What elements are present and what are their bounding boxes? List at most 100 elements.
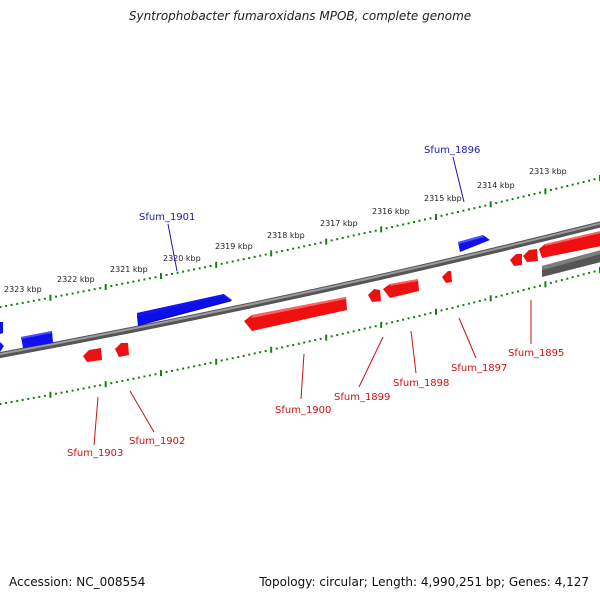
minor-tick <box>539 191 541 194</box>
minor-tick <box>347 235 350 238</box>
minor-tick <box>110 382 113 385</box>
minor-tick <box>38 298 41 301</box>
major-tick <box>380 321 383 328</box>
minor-tick <box>137 376 140 379</box>
minor-tick <box>88 386 91 389</box>
minor-tick <box>5 305 8 307</box>
gene-sfum-1898[interactable] <box>383 279 419 298</box>
gene-label[interactable]: Sfum_1898 <box>393 378 449 389</box>
forward-strand-genes <box>0 235 490 352</box>
minor-tick <box>495 295 498 298</box>
reverse-strand-genes <box>83 231 600 362</box>
gene-sfum-1896[interactable] <box>458 235 490 252</box>
gene-sfum-1899[interactable] <box>368 289 381 302</box>
minor-tick <box>27 397 30 400</box>
minor-tick <box>132 280 135 283</box>
gene-edge-forward[interactable] <box>0 322 4 352</box>
gene-label[interactable]: Sfum_1896 <box>424 145 480 156</box>
gene-label[interactable]: Sfum_1902 <box>129 436 185 447</box>
minor-tick <box>10 401 13 403</box>
minor-tick <box>571 183 574 186</box>
minor-tick <box>259 254 262 257</box>
minor-tick <box>506 293 509 296</box>
gene-label[interactable]: Sfum_1899 <box>334 392 390 403</box>
major-tick <box>380 226 383 233</box>
minor-tick <box>154 373 157 376</box>
minor-tick <box>220 359 223 362</box>
minor-tick <box>363 327 366 330</box>
gene-sfum-1900[interactable] <box>244 297 347 331</box>
minor-tick <box>402 223 405 226</box>
gene-label[interactable]: Sfum_1897 <box>451 363 507 374</box>
minor-tick <box>566 185 569 187</box>
gene-sfum-1903[interactable] <box>83 348 102 362</box>
inner-tick-track <box>0 267 600 405</box>
minor-tick <box>451 306 454 309</box>
gene-label[interactable]: Sfum_1895 <box>508 348 564 359</box>
gene-labels: Sfum_1901 Sfum_1896 Sfum_1895 Sfum_1897 … <box>67 145 564 459</box>
major-tick <box>49 391 52 398</box>
minor-tick <box>424 313 426 316</box>
minor-tick <box>286 345 289 348</box>
gene-unlabeled-forward[interactable] <box>21 331 53 348</box>
minor-tick <box>478 300 481 302</box>
minor-tick <box>528 287 530 290</box>
minor-tick <box>391 226 394 228</box>
minor-tick <box>93 385 96 388</box>
minor-tick <box>511 198 514 201</box>
minor-tick <box>0 306 2 308</box>
minor-tick <box>539 284 541 287</box>
minor-tick <box>275 347 278 350</box>
minor-tick <box>148 277 151 280</box>
minor-tick <box>121 282 124 285</box>
minor-tick <box>308 340 311 343</box>
minor-tick <box>176 271 179 274</box>
minor-tick <box>424 218 426 221</box>
minor-tick <box>5 402 8 404</box>
gene-sfum-1895[interactable] <box>510 231 600 266</box>
minor-tick <box>21 301 24 304</box>
minor-tick <box>253 352 256 355</box>
gene-label[interactable]: Sfum_1900 <box>275 405 331 416</box>
minor-tick <box>143 278 146 281</box>
minor-tick <box>281 250 284 252</box>
minor-tick <box>336 334 339 337</box>
minor-tick <box>358 233 361 236</box>
minor-tick <box>204 363 207 365</box>
minor-tick <box>478 205 481 208</box>
minor-tick <box>148 374 151 377</box>
major-tick <box>435 308 437 315</box>
scale-label: 2314 kbp <box>477 181 515 190</box>
minor-tick <box>522 289 525 291</box>
minor-tick <box>533 286 536 289</box>
gene-label[interactable]: Sfum_1903 <box>67 448 123 459</box>
gene-label[interactable]: Sfum_1901 <box>139 212 195 223</box>
minor-tick <box>358 329 361 331</box>
minor-tick <box>407 222 410 225</box>
map-title: Syntrophobacter fumaroxidans MPOB, compl… <box>128 9 472 23</box>
minor-tick <box>264 350 267 352</box>
minor-tick <box>292 247 295 250</box>
major-tick <box>435 214 437 220</box>
gene-sfum-1901[interactable] <box>137 294 232 326</box>
genome-summary-text: Topology: circular; Length: 4,990,251 bp… <box>259 575 589 589</box>
minor-tick <box>396 320 399 322</box>
minor-tick <box>462 304 465 307</box>
minor-tick <box>462 209 465 212</box>
minor-tick <box>66 293 68 296</box>
gene-sfum-1902[interactable] <box>115 343 129 357</box>
major-tick <box>489 295 492 302</box>
minor-tick <box>187 366 190 369</box>
minor-tick <box>66 390 68 393</box>
minor-tick <box>77 388 80 391</box>
minor-tick <box>286 248 289 251</box>
minor-tick <box>330 239 333 242</box>
minor-tick <box>193 365 196 368</box>
gene-sfum-1897[interactable] <box>442 271 452 283</box>
major-tick <box>544 281 547 288</box>
major-tick <box>544 188 547 195</box>
scale-label: 2315 kbp <box>424 194 462 203</box>
minor-tick <box>220 262 223 265</box>
minor-tick <box>418 219 421 222</box>
minor-tick <box>281 346 284 349</box>
